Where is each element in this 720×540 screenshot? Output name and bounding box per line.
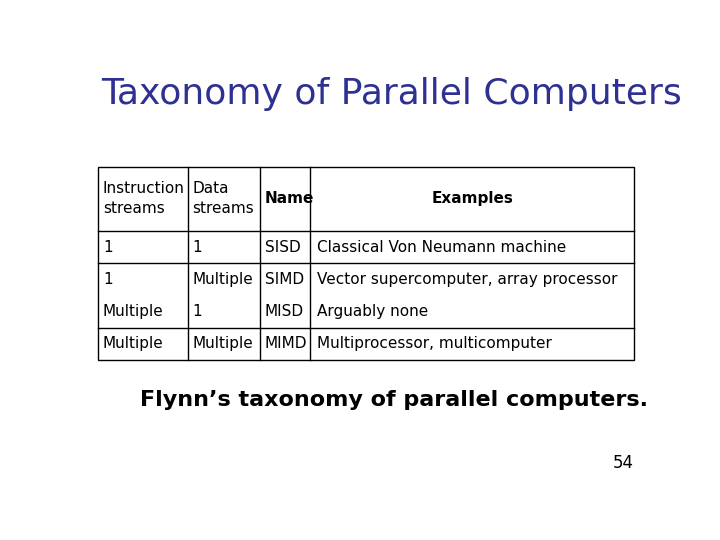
Text: MIMD: MIMD — [265, 336, 307, 352]
Text: 1: 1 — [192, 304, 202, 319]
Text: SIMD: SIMD — [265, 272, 304, 287]
Text: Flynn’s taxonomy of parallel computers.: Flynn’s taxonomy of parallel computers. — [140, 389, 648, 409]
Text: Arguably none: Arguably none — [317, 304, 428, 319]
Text: Taxonomy of Parallel Computers: Taxonomy of Parallel Computers — [101, 77, 682, 111]
Text: 1: 1 — [192, 240, 202, 255]
Text: Name: Name — [265, 191, 314, 206]
Text: Multiple: Multiple — [192, 336, 253, 352]
Bar — [99, 167, 634, 360]
Text: Classical Von Neumann machine: Classical Von Neumann machine — [317, 240, 567, 255]
Text: Multiprocessor, multicomputer: Multiprocessor, multicomputer — [317, 336, 552, 352]
Text: Multiple: Multiple — [192, 272, 253, 287]
Text: Multiple: Multiple — [103, 336, 163, 352]
Text: Multiple: Multiple — [103, 304, 163, 319]
Text: Data
streams: Data streams — [192, 181, 254, 217]
Text: 54: 54 — [613, 454, 634, 472]
Text: Vector supercomputer, array processor: Vector supercomputer, array processor — [317, 272, 618, 287]
Text: MISD: MISD — [265, 304, 304, 319]
Text: 1: 1 — [103, 272, 112, 287]
Text: SISD: SISD — [265, 240, 300, 255]
Text: 1: 1 — [103, 240, 112, 255]
Text: Examples: Examples — [431, 191, 513, 206]
Text: Instruction
streams: Instruction streams — [103, 181, 185, 217]
